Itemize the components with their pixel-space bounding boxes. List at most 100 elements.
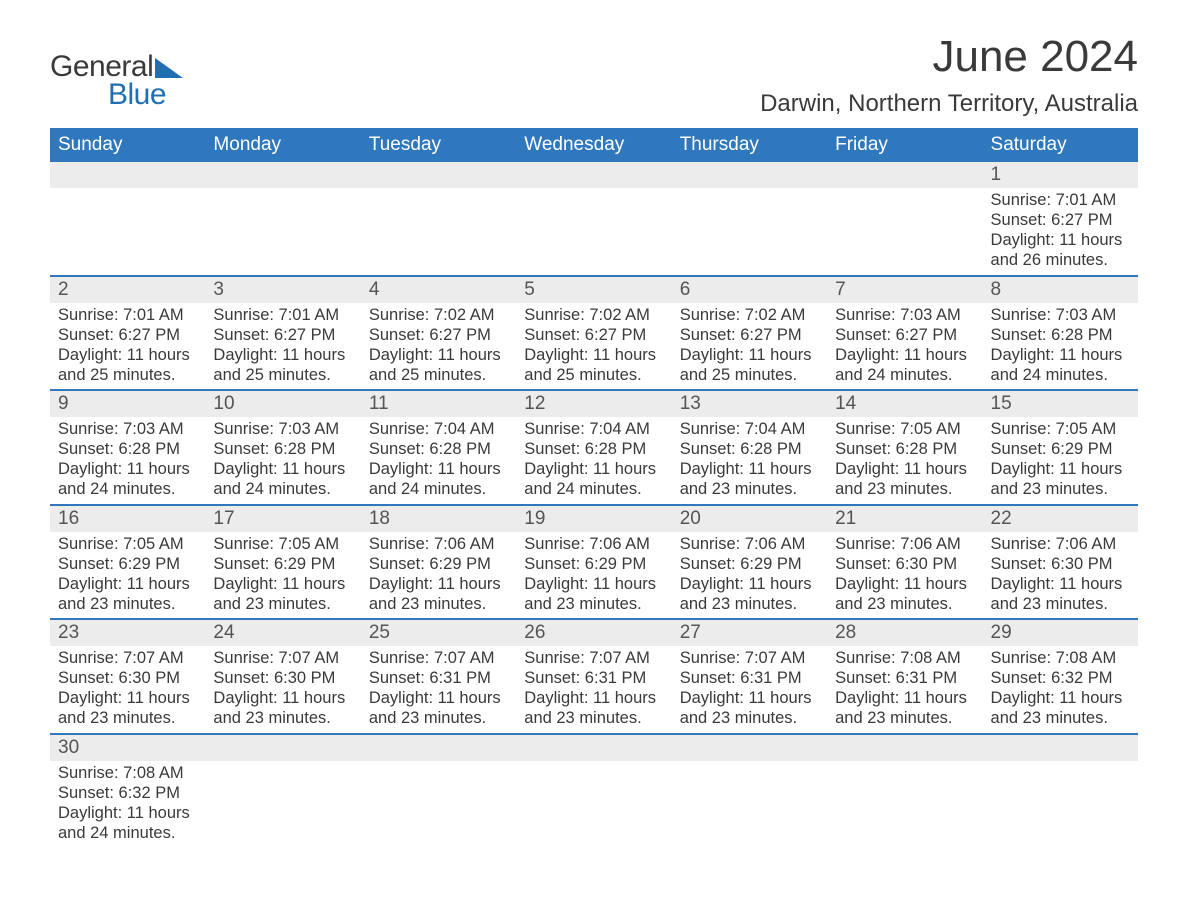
sunrise-text: Sunrise: 7:05 AM	[835, 419, 974, 439]
day-details: Sunrise: 7:03 AMSunset: 6:28 PMDaylight:…	[50, 417, 205, 504]
sunrise-text: Sunrise: 7:06 AM	[835, 534, 974, 554]
calendar: Sunday Monday Tuesday Wednesday Thursday…	[50, 128, 1138, 847]
dow-tuesday: Tuesday	[361, 128, 516, 162]
week: 30Sunrise: 7:08 AMSunset: 6:32 PMDayligh…	[50, 733, 1138, 848]
day-details: Sunrise: 7:03 AMSunset: 6:27 PMDaylight:…	[827, 303, 982, 390]
day-number	[205, 735, 360, 761]
sunrise-text: Sunrise: 7:06 AM	[991, 534, 1130, 554]
week: 2345678Sunrise: 7:01 AMSunset: 6:27 PMDa…	[50, 275, 1138, 390]
sunset-text: Sunset: 6:28 PM	[991, 325, 1130, 345]
daylight-text: Daylight: 11 hours and 23 minutes.	[991, 688, 1130, 728]
daylight-text: Daylight: 11 hours and 24 minutes.	[58, 459, 197, 499]
day-number: 15	[983, 391, 1138, 417]
day-number: 6	[672, 277, 827, 303]
header: General Blue June 2024 Darwin, Northern …	[50, 32, 1138, 118]
days-of-week-header: Sunday Monday Tuesday Wednesday Thursday…	[50, 128, 1138, 162]
sunrise-text: Sunrise: 7:03 AM	[213, 419, 352, 439]
day-details: Sunrise: 7:01 AMSunset: 6:27 PMDaylight:…	[205, 303, 360, 390]
daylight-text: Daylight: 11 hours and 23 minutes.	[369, 688, 508, 728]
sunset-text: Sunset: 6:28 PM	[524, 439, 663, 459]
sunrise-text: Sunrise: 7:02 AM	[680, 305, 819, 325]
day-details	[672, 188, 827, 275]
day-number: 11	[361, 391, 516, 417]
day-number: 18	[361, 506, 516, 532]
daylight-text: Daylight: 11 hours and 25 minutes.	[680, 345, 819, 385]
day-number	[827, 162, 982, 188]
day-details: Sunrise: 7:05 AMSunset: 6:29 PMDaylight:…	[205, 532, 360, 619]
day-number: 7	[827, 277, 982, 303]
day-details	[205, 188, 360, 275]
day-details	[361, 188, 516, 275]
sunset-text: Sunset: 6:28 PM	[369, 439, 508, 459]
day-number: 2	[50, 277, 205, 303]
sunset-text: Sunset: 6:29 PM	[524, 554, 663, 574]
day-number	[361, 162, 516, 188]
sunrise-text: Sunrise: 7:04 AM	[680, 419, 819, 439]
location-subtitle: Darwin, Northern Territory, Australia	[760, 90, 1138, 118]
sunrise-text: Sunrise: 7:07 AM	[58, 648, 197, 668]
daylight-text: Daylight: 11 hours and 23 minutes.	[991, 574, 1130, 614]
day-number-row: 23242526272829	[50, 620, 1138, 646]
day-details: Sunrise: 7:06 AMSunset: 6:29 PMDaylight:…	[672, 532, 827, 619]
day-number	[672, 735, 827, 761]
daylight-text: Daylight: 11 hours and 23 minutes.	[680, 574, 819, 614]
sunset-text: Sunset: 6:28 PM	[680, 439, 819, 459]
dow-monday: Monday	[205, 128, 360, 162]
day-number: 5	[516, 277, 671, 303]
day-details: Sunrise: 7:07 AMSunset: 6:30 PMDaylight:…	[205, 646, 360, 733]
sunrise-text: Sunrise: 7:07 AM	[524, 648, 663, 668]
sunrise-text: Sunrise: 7:03 AM	[58, 419, 197, 439]
day-number	[672, 162, 827, 188]
sunset-text: Sunset: 6:27 PM	[991, 210, 1130, 230]
day-details: Sunrise: 7:03 AMSunset: 6:28 PMDaylight:…	[205, 417, 360, 504]
dow-thursday: Thursday	[672, 128, 827, 162]
day-number: 14	[827, 391, 982, 417]
day-details: Sunrise: 7:06 AMSunset: 6:30 PMDaylight:…	[983, 532, 1138, 619]
day-details	[50, 188, 205, 275]
day-details	[361, 761, 516, 848]
sunset-text: Sunset: 6:32 PM	[58, 783, 197, 803]
daylight-text: Daylight: 11 hours and 23 minutes.	[524, 574, 663, 614]
sunrise-text: Sunrise: 7:06 AM	[369, 534, 508, 554]
dow-sunday: Sunday	[50, 128, 205, 162]
day-number-row: 2345678	[50, 277, 1138, 303]
sunset-text: Sunset: 6:27 PM	[835, 325, 974, 345]
dow-friday: Friday	[827, 128, 982, 162]
sunset-text: Sunset: 6:31 PM	[369, 668, 508, 688]
day-number	[516, 735, 671, 761]
daylight-text: Daylight: 11 hours and 25 minutes.	[369, 345, 508, 385]
day-details: Sunrise: 7:05 AMSunset: 6:28 PMDaylight:…	[827, 417, 982, 504]
day-number-row: 1	[50, 162, 1138, 188]
day-details: Sunrise: 7:06 AMSunset: 6:29 PMDaylight:…	[361, 532, 516, 619]
daylight-text: Daylight: 11 hours and 24 minutes.	[369, 459, 508, 499]
sunset-text: Sunset: 6:30 PM	[991, 554, 1130, 574]
day-details	[516, 761, 671, 848]
sunrise-text: Sunrise: 7:02 AM	[369, 305, 508, 325]
weeks-container: 1 Sunrise: 7:01 AMSunset: 6:27 PMDaylight…	[50, 162, 1138, 847]
day-details: Sunrise: 7:05 AMSunset: 6:29 PMDaylight:…	[983, 417, 1138, 504]
day-details	[672, 761, 827, 848]
sunrise-text: Sunrise: 7:05 AM	[58, 534, 197, 554]
sunrise-text: Sunrise: 7:07 AM	[680, 648, 819, 668]
day-number: 13	[672, 391, 827, 417]
day-number	[361, 735, 516, 761]
sunset-text: Sunset: 6:28 PM	[835, 439, 974, 459]
sunrise-text: Sunrise: 7:03 AM	[835, 305, 974, 325]
day-number: 20	[672, 506, 827, 532]
daylight-text: Daylight: 11 hours and 23 minutes.	[58, 574, 197, 614]
daylight-text: Daylight: 11 hours and 23 minutes.	[680, 688, 819, 728]
title-block: June 2024 Darwin, Northern Territory, Au…	[760, 32, 1138, 118]
day-number: 28	[827, 620, 982, 646]
sunset-text: Sunset: 6:27 PM	[524, 325, 663, 345]
day-details-row: Sunrise: 7:08 AMSunset: 6:32 PMDaylight:…	[50, 761, 1138, 848]
sunset-text: Sunset: 6:30 PM	[58, 668, 197, 688]
daylight-text: Daylight: 11 hours and 23 minutes.	[524, 688, 663, 728]
daylight-text: Daylight: 11 hours and 25 minutes.	[58, 345, 197, 385]
day-number	[983, 735, 1138, 761]
sunset-text: Sunset: 6:29 PM	[680, 554, 819, 574]
day-details: Sunrise: 7:07 AMSunset: 6:30 PMDaylight:…	[50, 646, 205, 733]
day-details	[516, 188, 671, 275]
day-details	[827, 761, 982, 848]
daylight-text: Daylight: 11 hours and 23 minutes.	[835, 688, 974, 728]
logo-triangle-icon	[155, 58, 183, 78]
